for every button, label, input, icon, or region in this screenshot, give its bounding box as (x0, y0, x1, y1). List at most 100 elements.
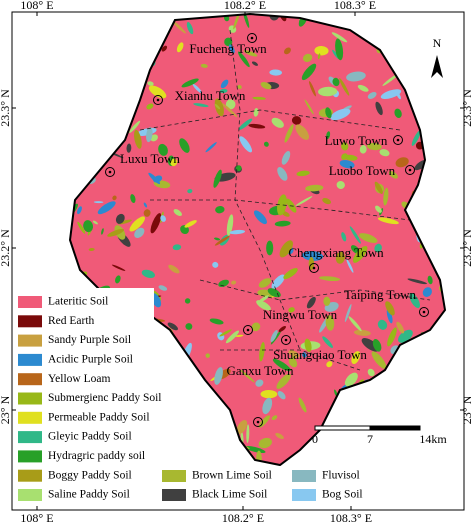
soil-patch (146, 103, 154, 110)
soil-patch (147, 81, 154, 86)
soil-patch (237, 84, 242, 90)
soil-patch (302, 250, 324, 261)
soil-patch (115, 213, 125, 224)
soil-patch (219, 88, 228, 94)
soil-patch (259, 342, 265, 362)
soil-patch (214, 367, 223, 385)
soil-patch (225, 99, 236, 110)
town-marker (281, 335, 291, 345)
legend-label: Permeable Paddy Soil (48, 411, 150, 423)
soil-patch (288, 357, 298, 368)
soil-patch (228, 44, 235, 54)
soil-patch (179, 138, 190, 153)
soil-patch (205, 142, 217, 153)
soil-patch (275, 432, 284, 440)
county-outline (68, 12, 447, 467)
soil-patch (88, 247, 95, 252)
north-arrow: N (431, 36, 443, 78)
soil-patch (205, 353, 210, 358)
soil-patch (214, 235, 230, 246)
soil-patch (395, 157, 409, 168)
soil-patch (396, 321, 405, 334)
soil-patch (262, 397, 273, 415)
soil-patch (246, 424, 250, 443)
legend-label: Boggy Paddy Soil (48, 469, 132, 481)
town-name: Xianhu Town (175, 88, 246, 103)
town-name: Ningwu Town (263, 307, 338, 322)
soil-patch (302, 53, 313, 63)
soil-patch (372, 338, 382, 352)
soil-patch (214, 237, 221, 241)
legend-label: Fluvisol (322, 470, 360, 482)
soil-patch (215, 205, 225, 214)
lon-label: 108° E (20, 0, 53, 12)
town-marker (309, 263, 319, 273)
town-marker-dot (250, 36, 254, 40)
town-marker-dot (422, 310, 426, 314)
town-marker (153, 95, 163, 105)
soil-patch (97, 201, 116, 215)
soil-patch (394, 108, 402, 119)
soil-patch (375, 101, 383, 116)
soil-patch (258, 437, 272, 449)
soil-patch (253, 210, 267, 225)
town-marker (105, 167, 115, 177)
soil-patch (266, 240, 274, 256)
soil-patch (242, 14, 250, 28)
soil-patch (167, 322, 178, 331)
soil-patch (375, 205, 382, 213)
soil-patch (258, 278, 272, 288)
soil-patch (269, 69, 282, 76)
lat-label: 23.2° N (460, 229, 474, 267)
soil-patch (317, 53, 321, 60)
town-marker-dot (256, 420, 260, 424)
legend-label: Yellow Loam (48, 373, 110, 385)
soil-patch (383, 187, 389, 206)
soil-patch (318, 86, 338, 97)
legend-swatch (18, 315, 42, 328)
soil-patch (277, 390, 286, 400)
soil-patch (278, 326, 287, 332)
soil-patch (407, 278, 427, 285)
soil-patch (346, 71, 366, 82)
legend-swatch (162, 470, 186, 482)
soil-patch (153, 175, 163, 183)
town-name: Luxu Town (120, 151, 180, 166)
soil-patch (77, 206, 82, 215)
legend-swatch (18, 431, 42, 444)
town-boundaries (139, 29, 431, 371)
scale-label: 0 (312, 432, 318, 446)
town-marker-dot (246, 328, 250, 332)
soil-patch (255, 379, 264, 387)
legend-swatch (18, 489, 42, 501)
soil-patch (367, 368, 375, 377)
legend-label: Acidic Purple Soil (48, 354, 133, 366)
soil-patch (305, 184, 324, 192)
soil-patch (184, 298, 191, 304)
soil-patch (348, 316, 362, 332)
soil-patch (244, 446, 266, 454)
soil-patch (335, 251, 345, 264)
soil-patch (301, 63, 317, 81)
town-name: Fucheng Town (189, 41, 267, 56)
soil-patch (308, 81, 316, 97)
soil-patch (236, 420, 248, 434)
scale-label: 14km (419, 432, 447, 446)
lon-label: 108.3° E (334, 0, 376, 12)
soil-patch (366, 142, 382, 151)
soil-patch (107, 228, 125, 237)
soil-patch (83, 220, 94, 233)
town-marker (419, 307, 429, 317)
lat-label: 23.3° N (460, 89, 474, 127)
lat-label: 23.2° N (0, 229, 12, 267)
soil-patch (186, 22, 194, 35)
soil-patch (126, 143, 132, 153)
soil-patch (283, 47, 291, 55)
lon-label: 108° E (20, 511, 53, 525)
soil-patch (319, 276, 341, 282)
soil-patch (176, 42, 184, 53)
soil-patch (160, 215, 166, 222)
soil-patch (129, 216, 145, 232)
legend-label: Red Earth (48, 315, 95, 327)
